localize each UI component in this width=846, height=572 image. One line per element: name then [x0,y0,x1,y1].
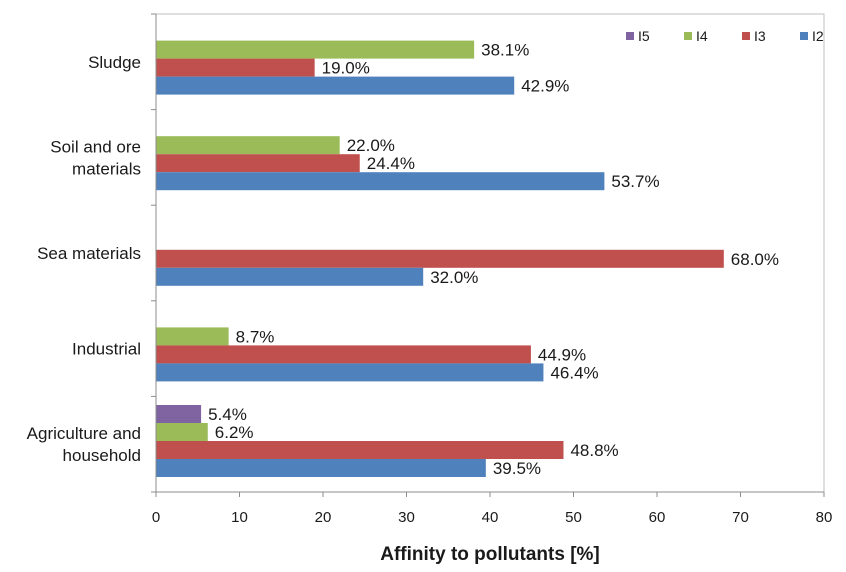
legend: I5 I4 I3 I2 [626,28,824,44]
legend-label-i5: I5 [638,28,650,44]
legend-label-i3: I3 [754,28,766,44]
bar-i5-4 [156,405,202,423]
data-label-i2-2: 32.0% [430,268,478,287]
data-label-i4-0: 38.1% [481,41,529,60]
x-tick-label-30: 30 [398,509,415,526]
data-label-i3-1: 24.4% [367,154,415,173]
bar-i2-2 [156,267,424,286]
bar-i4-1 [156,136,340,155]
data-label-i3-2: 68.0% [731,250,779,269]
bar-i3-3 [156,345,531,364]
bar-i3-2 [156,249,724,268]
bar-i3-0 [156,58,315,77]
data-label-i3-0: 19.0% [322,59,370,78]
bars-layer [156,40,724,477]
legend-label-i4: I4 [696,28,708,44]
legend-swatch-i2 [800,32,808,40]
bar-i4-4 [156,423,208,441]
bar-i4-3 [156,327,229,346]
category-label-3: Industrial [72,340,141,359]
legend-swatch-i5 [626,32,634,40]
x-tick-label-10: 10 [231,509,248,526]
bar-i2-4 [156,459,486,477]
bar-i2-1 [156,172,605,191]
data-label-i3-4: 48.8% [570,441,618,460]
category-label-0: Sludge [88,53,141,72]
bar-i3-4 [156,441,564,459]
x-tick-label-0: 0 [152,509,160,526]
x-tick-label-60: 60 [649,509,666,526]
legend-swatch-i3 [742,32,750,40]
category-label-2: Sea materials [37,244,141,263]
data-label-i3-3: 44.9% [538,345,586,364]
data-label-i2-3: 46.4% [550,363,598,382]
x-tick-label-70: 70 [732,509,749,526]
data-label-i2-4: 39.5% [493,459,541,478]
x-tick-label-80: 80 [816,509,833,526]
bar-i2-0 [156,76,515,95]
data-label-i2-0: 42.9% [521,77,569,96]
data-label-i4-1: 22.0% [347,136,395,155]
legend-label-i2: I2 [812,28,824,44]
bar-i3-1 [156,154,360,173]
axis-layer: Sludge Soil and ore materials Sea materials… [27,13,833,526]
legend-swatch-i4 [684,32,692,40]
x-tick-label-40: 40 [482,509,499,526]
category-label-4: Agriculture and household [27,424,141,465]
x-tick-label-20: 20 [315,509,332,526]
data-labels-layer: 38.1% 19.0% 42.9% 22.0%24.4% 53.7% 68.0% 32.0%… [208,41,779,478]
data-label-i5-4: 5.4% [208,405,247,424]
bar-i2-3 [156,363,544,382]
data-label-i4-4: 6.2% [215,423,254,442]
x-tick-label-50: 50 [565,509,582,526]
data-label-i2-1: 53.7% [611,172,659,191]
data-label-i4-3: 8.7% [236,327,275,346]
category-label-1: Soil and ore materials [50,137,141,178]
bar-i4-0 [156,40,475,59]
x-axis-title: Affinity to pollutants [%] [380,544,600,565]
